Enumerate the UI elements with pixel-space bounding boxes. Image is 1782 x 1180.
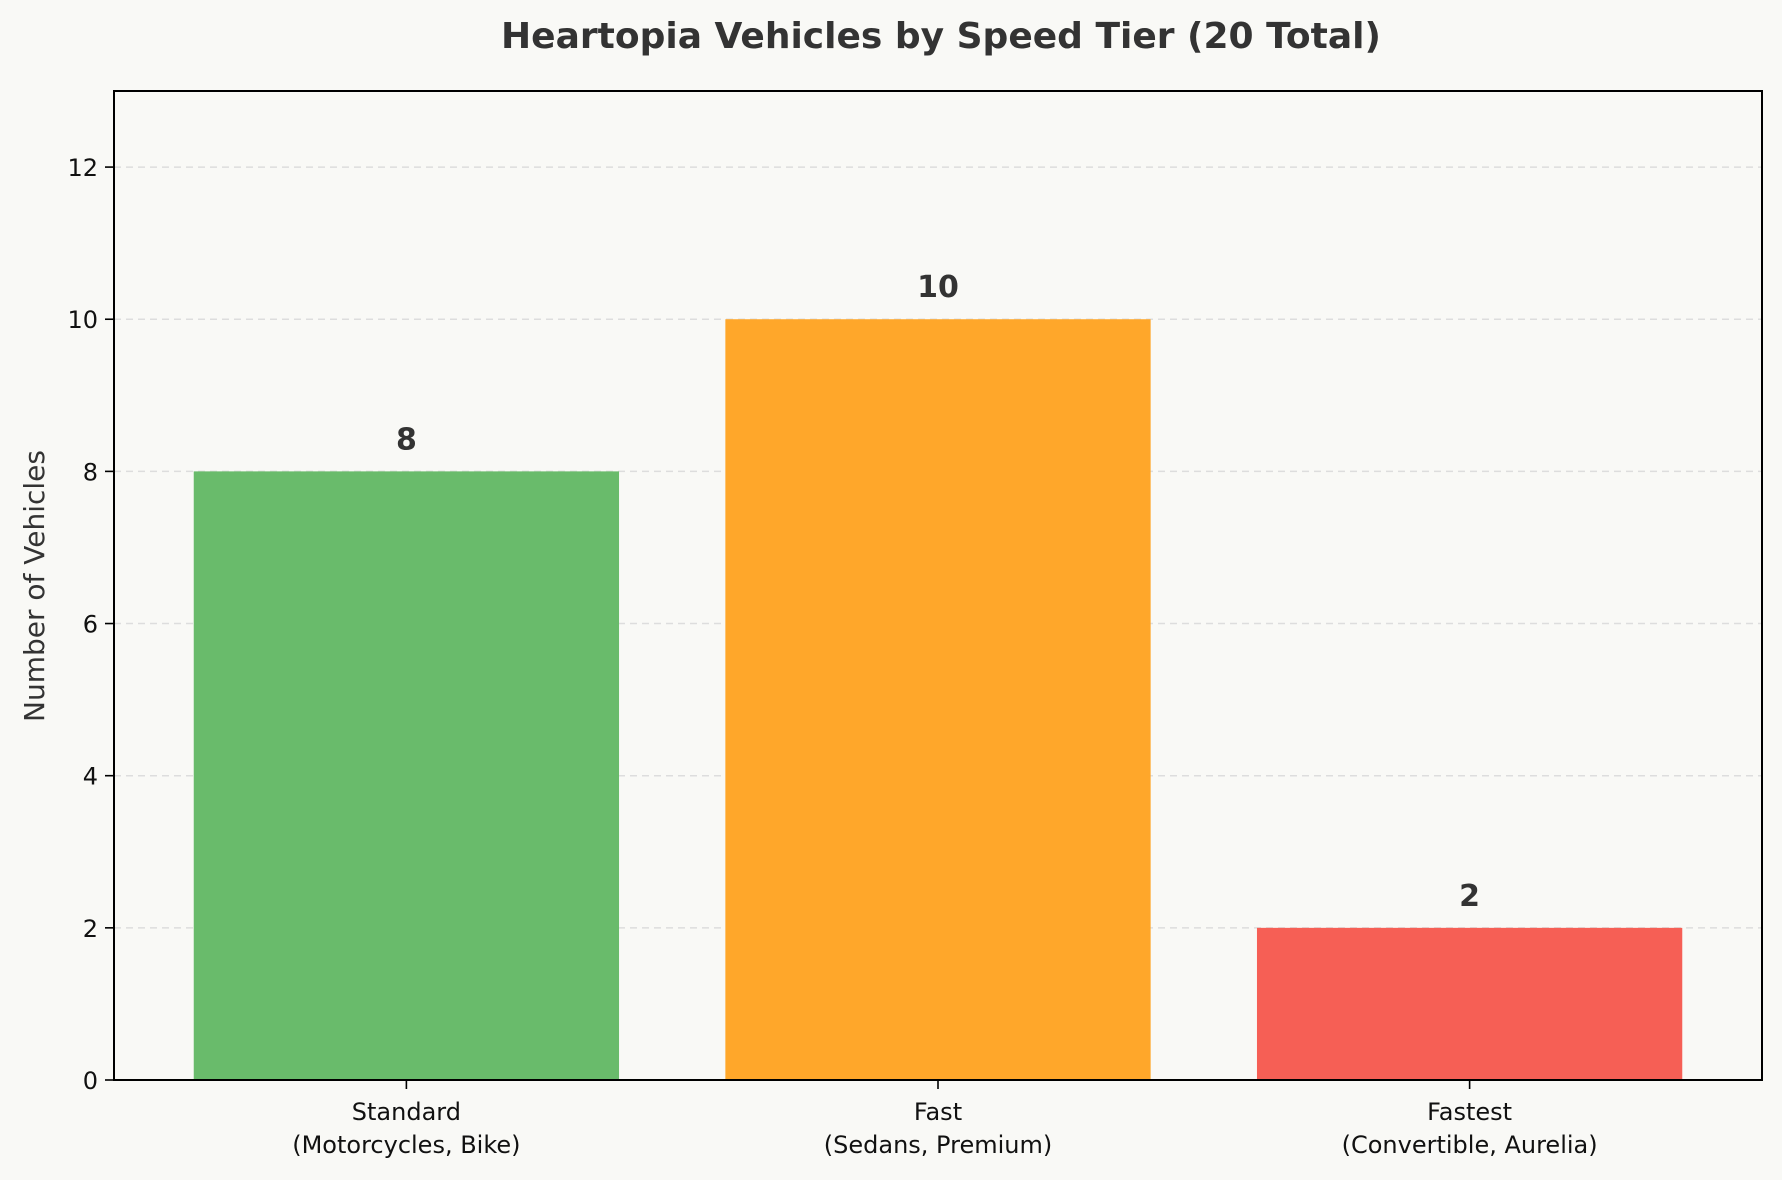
value-labels: 8 10 2 (396, 270, 1480, 914)
value-label-0: 8 (396, 422, 417, 457)
x-tick-label-0-0: Standard (352, 1098, 461, 1126)
x-tick-label-2-1: (Convertible, Aurelia) (1342, 1131, 1598, 1159)
x-tick-label-2-0: Fastest (1427, 1098, 1512, 1126)
y-tick-label-8: 8 (83, 458, 98, 486)
bar-0 (193, 471, 620, 1080)
y-tick-label-4: 4 (83, 763, 98, 791)
chart-title: Heartopia Vehicles by Speed Tier (20 Tot… (501, 16, 1381, 57)
value-label-2: 2 (1459, 879, 1480, 914)
y-axis-label: Number of Vehicles (18, 450, 51, 722)
bar-2 (1256, 927, 1683, 1080)
y-tick-label-12: 12 (67, 154, 98, 182)
y-tick-label-2: 2 (83, 915, 98, 943)
y-tick-label-6: 6 (83, 611, 98, 639)
bar-1 (725, 319, 1151, 1080)
bars (193, 319, 1683, 1080)
axes: 0 2 4 6 8 10 12 Standard (Motorcycles, Bike) Fast… (67, 90, 1763, 1159)
x-tick-label-1-1: (Sedans, Premium) (824, 1131, 1052, 1159)
x-tick-label-0-1: (Motorcycles, Bike) (292, 1131, 520, 1159)
value-label-1: 10 (917, 270, 959, 305)
y-tick-label-10: 10 (67, 306, 98, 334)
y-tick-label-0: 0 (83, 1067, 98, 1095)
x-tick-label-1-0: Fast (914, 1098, 962, 1126)
